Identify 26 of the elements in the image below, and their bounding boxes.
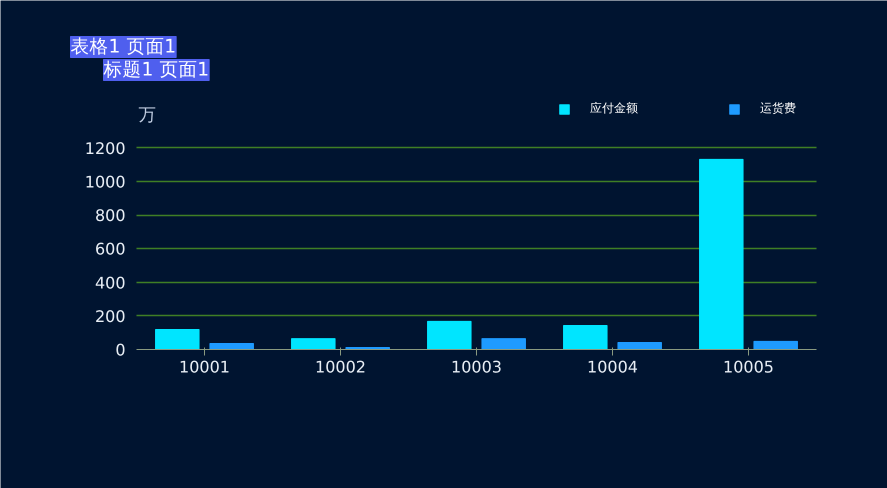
y-tick-label: 0 (115, 340, 126, 360)
y-tick-label: 200 (94, 306, 126, 326)
y-tick-label: 1200 (84, 138, 126, 158)
x-tick-label: 10002 (315, 358, 366, 376)
y-axis-title: 万 (138, 106, 156, 126)
bar (617, 342, 662, 350)
y-tick-label: 800 (94, 206, 126, 225)
legend-label: 运货费 (760, 100, 796, 117)
legend-label: 应付金额 (590, 100, 638, 117)
bar (427, 320, 472, 350)
text: 表格1 页面1 (70, 36, 176, 58)
bar (291, 338, 336, 350)
y-tick-label: 400 (94, 273, 126, 292)
bar (155, 328, 200, 350)
bar (699, 158, 744, 350)
x-tick-label: 10004 (587, 358, 638, 376)
bar (563, 324, 608, 350)
y-tick-label: 1000 (84, 172, 126, 192)
bar (753, 340, 798, 350)
bar (481, 338, 526, 350)
bar (209, 342, 254, 350)
y-tick-label: 600 (94, 240, 126, 259)
x-tick-label: 10003 (451, 358, 502, 376)
x-tick-label: 10005 (723, 358, 774, 376)
x-tick-label: 10001 (179, 358, 230, 376)
text: 标题1 页面1 (102, 60, 210, 80)
